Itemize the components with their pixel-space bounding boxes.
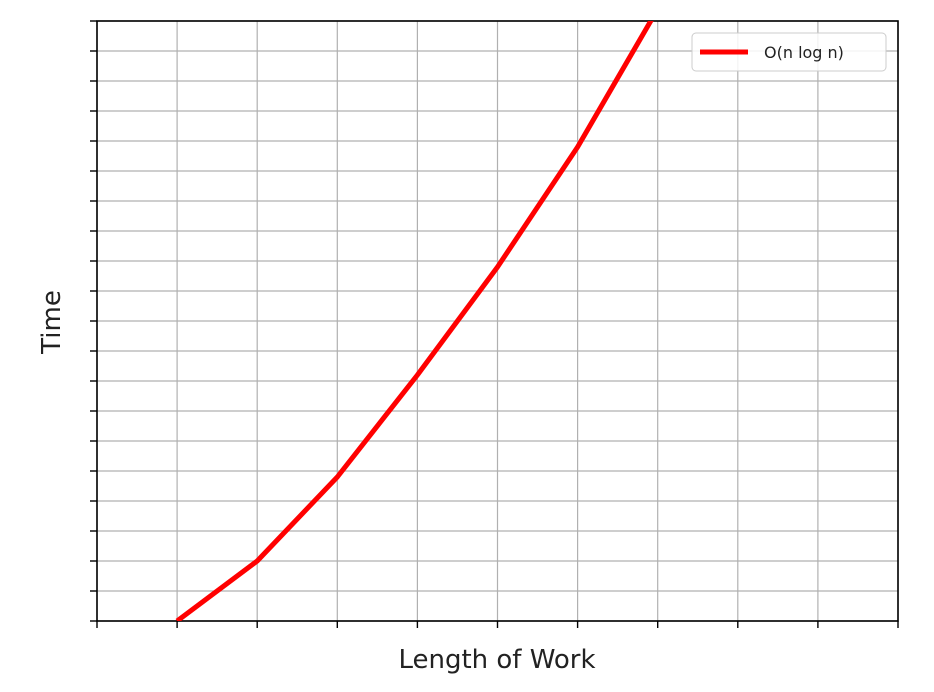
series-line-0 xyxy=(175,21,654,621)
y-axis-ticks xyxy=(90,20,97,622)
legend-box xyxy=(691,32,887,72)
x-axis-label: Length of Work xyxy=(398,645,595,675)
legend-label: O(n log n) xyxy=(764,43,844,62)
y-axis-label: Time xyxy=(37,290,67,355)
legend: O(n log n) xyxy=(691,32,887,72)
series-layer xyxy=(175,21,654,621)
grid xyxy=(96,20,899,622)
x-axis-ticks xyxy=(96,621,899,628)
